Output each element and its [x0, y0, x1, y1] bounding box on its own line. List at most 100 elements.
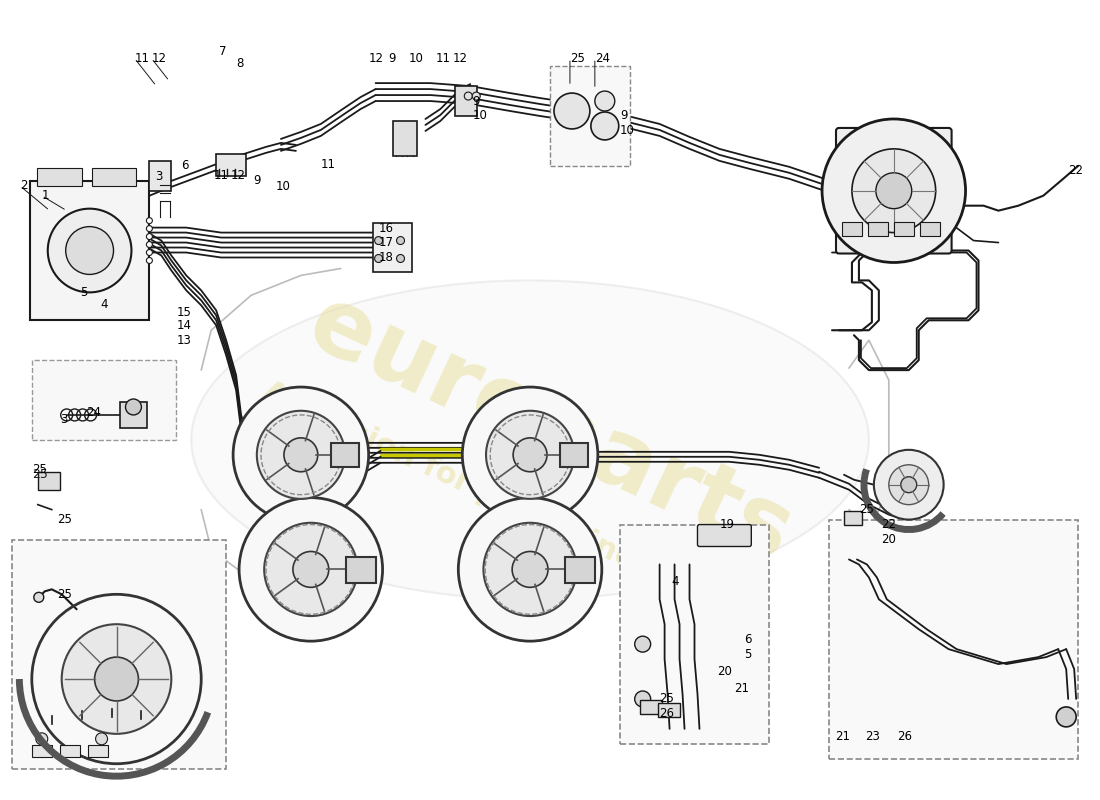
- Ellipse shape: [459, 498, 602, 641]
- Bar: [36, 168, 81, 186]
- Bar: [455, 86, 477, 116]
- Ellipse shape: [293, 551, 329, 587]
- Circle shape: [36, 733, 47, 745]
- Circle shape: [822, 119, 966, 262]
- Text: 8: 8: [236, 57, 243, 70]
- Text: 10: 10: [408, 52, 424, 65]
- Text: 5: 5: [745, 648, 751, 661]
- Circle shape: [472, 92, 481, 100]
- Bar: [550, 66, 629, 166]
- Text: 13: 13: [176, 334, 191, 346]
- Ellipse shape: [233, 387, 368, 522]
- Text: 3: 3: [155, 170, 163, 183]
- Bar: [91, 168, 136, 186]
- Text: 2: 2: [20, 179, 28, 192]
- Text: 19: 19: [719, 518, 735, 531]
- Ellipse shape: [239, 498, 383, 641]
- Circle shape: [146, 226, 153, 231]
- Bar: [829, 519, 1078, 758]
- Text: 21: 21: [735, 682, 749, 695]
- FancyBboxPatch shape: [836, 128, 952, 254]
- Bar: [565, 558, 595, 583]
- Bar: [331, 443, 359, 466]
- Circle shape: [635, 691, 650, 707]
- Bar: [844, 510, 862, 525]
- Bar: [373, 222, 412, 273]
- Bar: [894, 222, 914, 235]
- Text: 17: 17: [378, 236, 394, 249]
- Text: 21: 21: [835, 730, 850, 743]
- Text: 25: 25: [660, 693, 674, 706]
- Text: 11: 11: [436, 52, 450, 65]
- Text: 9: 9: [253, 174, 261, 187]
- Circle shape: [396, 237, 405, 245]
- Circle shape: [146, 234, 153, 239]
- Circle shape: [375, 254, 383, 262]
- Text: A passion for parts since 1985: A passion for parts since 1985: [257, 376, 743, 623]
- Ellipse shape: [256, 410, 345, 499]
- Bar: [842, 222, 862, 235]
- Text: 25: 25: [32, 468, 47, 482]
- Ellipse shape: [513, 438, 547, 472]
- Text: 25: 25: [570, 52, 585, 65]
- Ellipse shape: [462, 387, 597, 522]
- Circle shape: [96, 733, 108, 745]
- Text: europarts: europarts: [294, 278, 806, 582]
- Text: 4: 4: [672, 575, 679, 588]
- Circle shape: [591, 112, 619, 140]
- Text: 26: 26: [660, 707, 674, 721]
- Circle shape: [47, 209, 132, 292]
- Text: 25: 25: [57, 588, 72, 601]
- Text: 11: 11: [213, 170, 228, 182]
- Text: 16: 16: [378, 222, 394, 235]
- Circle shape: [34, 592, 44, 602]
- Text: 3: 3: [59, 414, 67, 426]
- Text: 15: 15: [176, 306, 191, 319]
- Circle shape: [889, 465, 928, 505]
- Text: 9: 9: [388, 52, 396, 65]
- Bar: [217, 154, 246, 176]
- Circle shape: [873, 450, 944, 519]
- Bar: [560, 443, 587, 466]
- Circle shape: [595, 91, 615, 111]
- Circle shape: [125, 399, 142, 415]
- Circle shape: [375, 237, 383, 245]
- Ellipse shape: [483, 522, 576, 616]
- Text: 10: 10: [619, 125, 635, 138]
- Text: 9: 9: [472, 94, 480, 107]
- Bar: [30, 181, 150, 320]
- Text: 18: 18: [378, 251, 394, 264]
- Text: 20: 20: [881, 533, 895, 546]
- Bar: [150, 161, 172, 190]
- Text: 1: 1: [42, 190, 50, 202]
- Circle shape: [851, 149, 936, 233]
- Circle shape: [901, 477, 916, 493]
- Text: 6: 6: [745, 633, 751, 646]
- Circle shape: [635, 636, 650, 652]
- Bar: [32, 745, 52, 757]
- Bar: [37, 472, 59, 490]
- Circle shape: [146, 258, 153, 263]
- Text: 4: 4: [100, 298, 108, 311]
- Ellipse shape: [486, 410, 574, 499]
- Text: 11: 11: [321, 158, 336, 171]
- Bar: [120, 402, 147, 428]
- Bar: [345, 558, 375, 583]
- Bar: [12, 539, 227, 769]
- Text: 22: 22: [881, 518, 895, 531]
- Text: 11: 11: [134, 52, 150, 65]
- Text: 12: 12: [152, 52, 166, 65]
- FancyBboxPatch shape: [697, 525, 751, 546]
- Text: 6: 6: [182, 159, 189, 172]
- Text: 7: 7: [219, 45, 227, 58]
- Text: 9: 9: [619, 110, 627, 122]
- Text: 10: 10: [472, 110, 487, 122]
- Text: 24: 24: [595, 52, 609, 65]
- Text: 10: 10: [276, 180, 290, 194]
- Circle shape: [62, 624, 172, 734]
- Text: 24: 24: [87, 406, 101, 419]
- Text: 5: 5: [79, 286, 87, 299]
- Circle shape: [1056, 707, 1076, 727]
- Circle shape: [554, 93, 590, 129]
- Bar: [868, 222, 888, 235]
